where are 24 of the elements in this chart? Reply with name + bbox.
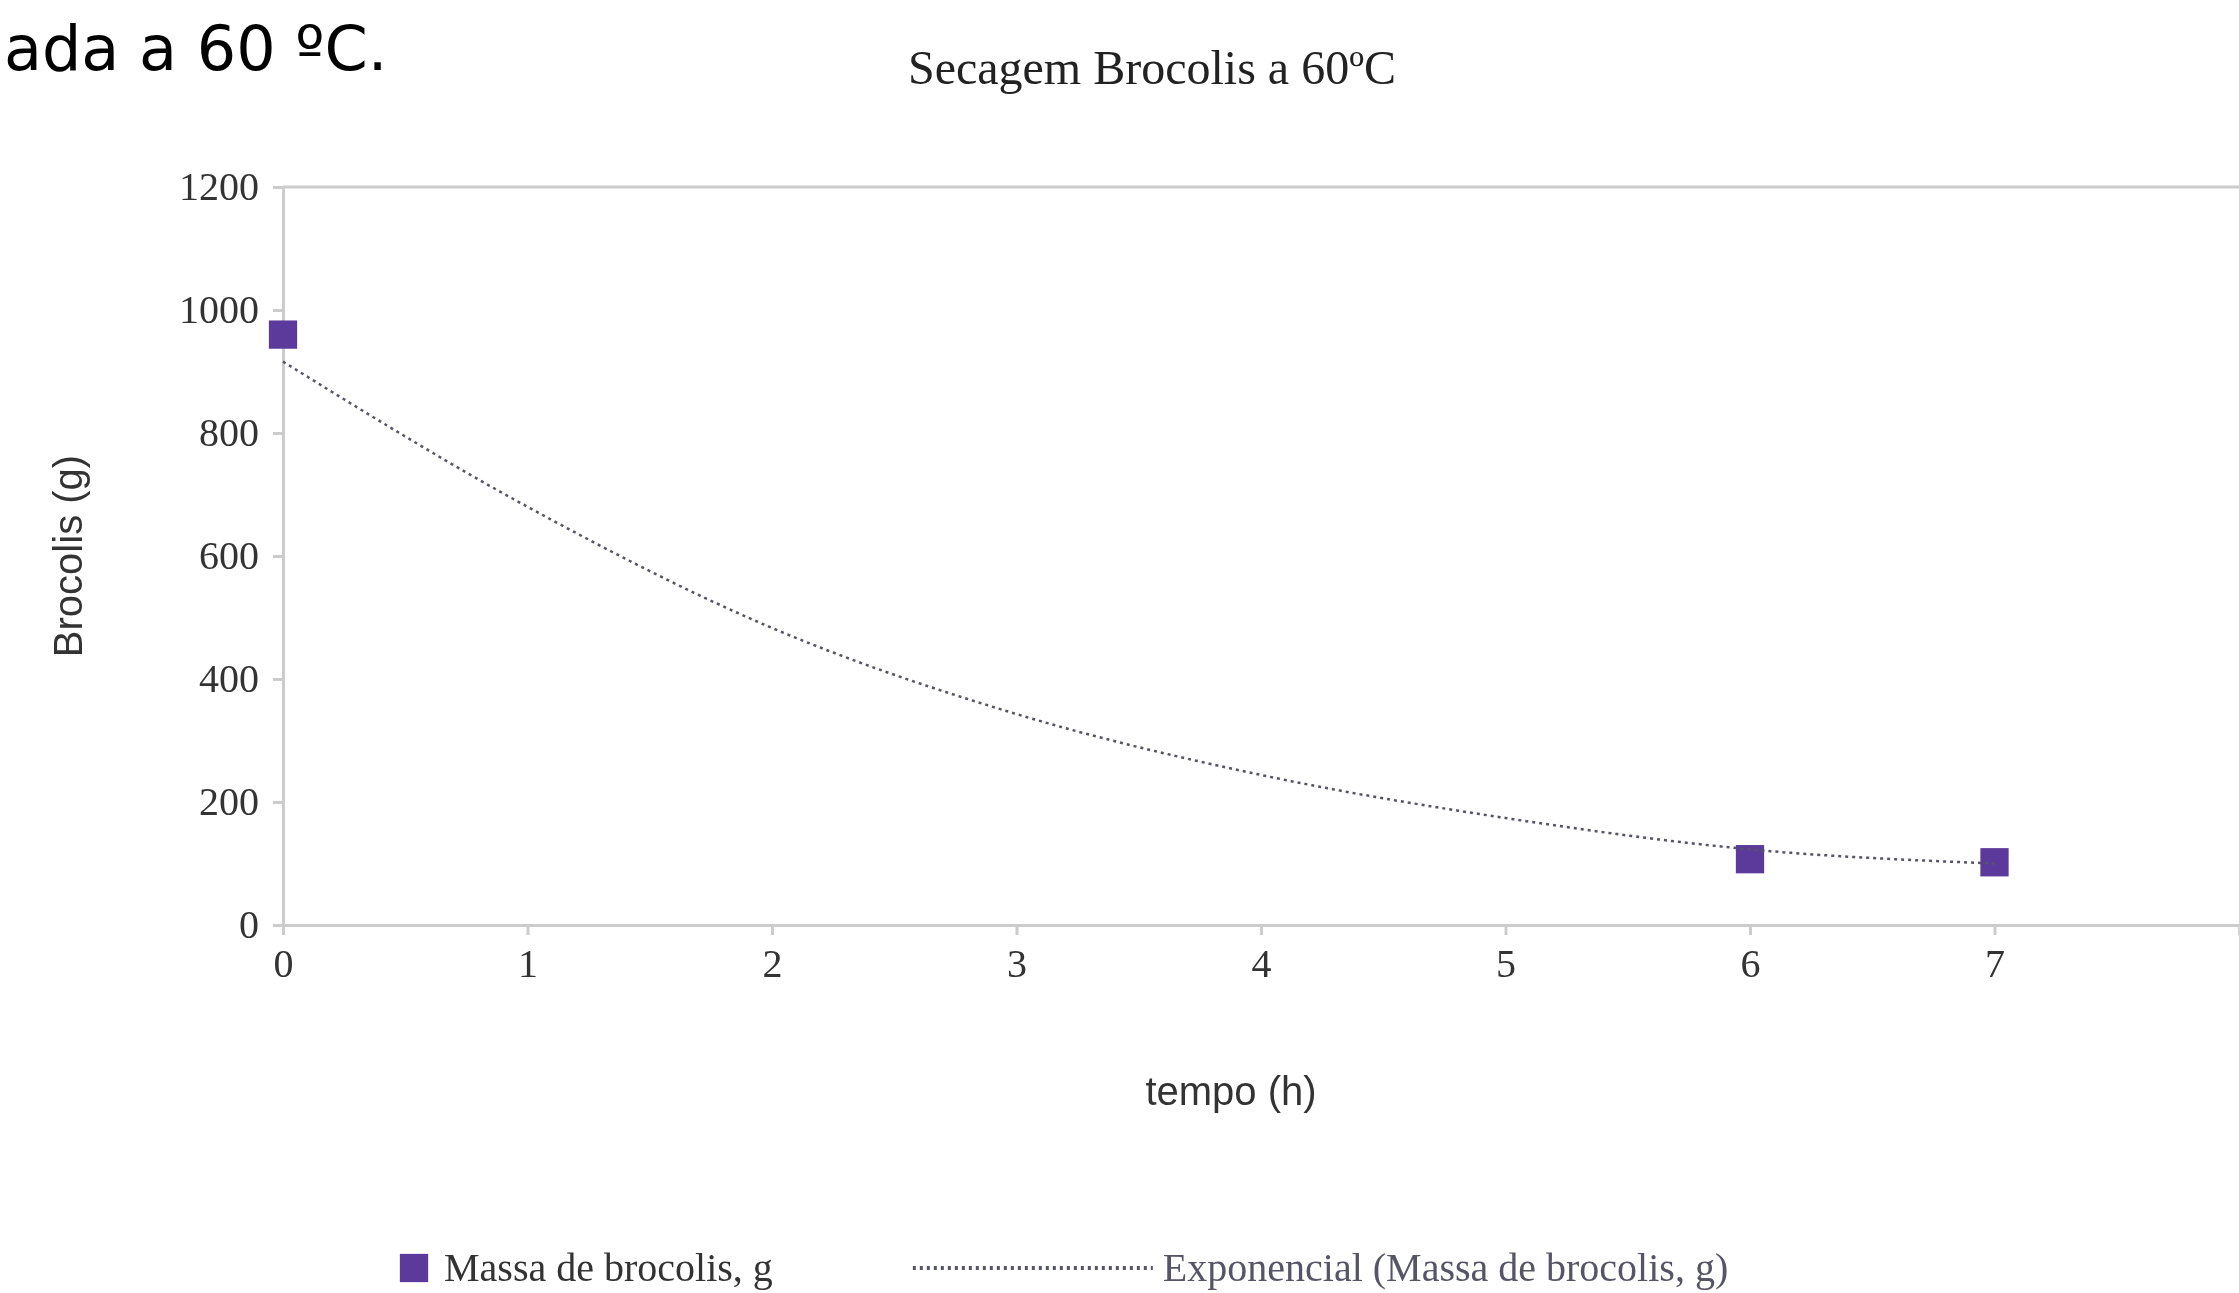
y-tick-label: 1000 (179, 287, 259, 333)
x-tick-label: 2 (762, 941, 783, 987)
y-tick-label: 0 (239, 902, 259, 948)
x-tick-label: 7 (1985, 941, 2005, 987)
x-tick-label: 0 (273, 941, 294, 987)
y-tick-label: 400 (199, 656, 259, 702)
y-tick-label: 600 (199, 533, 259, 579)
y-tick-label: 800 (199, 410, 259, 456)
point (1980, 848, 2009, 877)
x-tick-label: 1 (518, 941, 538, 987)
y-tick-label: 1200 (179, 164, 259, 210)
text: ada a 60 ºC. (4, 12, 388, 85)
legend-label: Massa de brocolis, g (444, 1245, 773, 1290)
chart-title: Secagem Brocolis a 60ºC (907, 41, 1397, 94)
point (1735, 845, 1765, 874)
y-tick-label: 200 (199, 779, 259, 825)
x-axis-title: tempo (h) (1145, 1069, 1317, 1113)
y-axis-title: Brocolis (g) (46, 454, 90, 658)
text: Exponencial (Massa de brocolis, g) (1162, 1245, 1729, 1290)
point (268, 320, 298, 349)
x-tick-label: 5 (1496, 941, 1516, 987)
x-tick-label: 4 (1251, 941, 1272, 987)
x-tick-label: 3 (1007, 941, 1027, 987)
x-tick-label: 6 (1740, 941, 1761, 987)
